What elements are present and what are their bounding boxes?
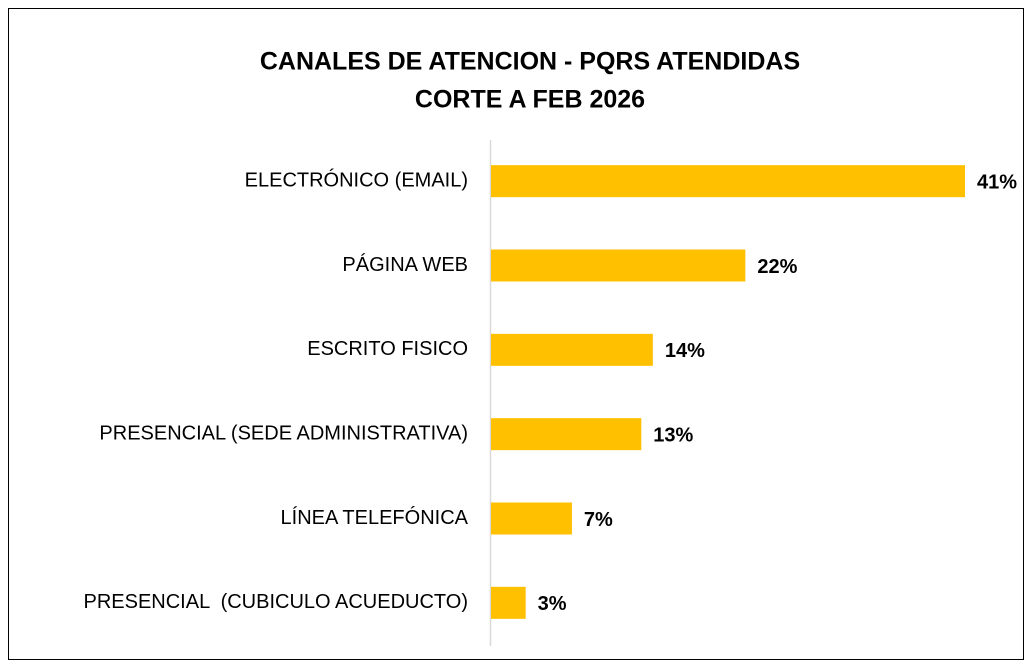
category-label: PRESENCIAL (SEDE ADMINISTRATIVA) <box>99 422 468 444</box>
chart-title: CANALES DE ATENCION - PQRS ATENDIDAS <box>260 48 800 76</box>
data-label: 3% <box>538 593 567 615</box>
category-label: PRESENCIAL (CUBICULO ACUEDUCTO) <box>83 591 468 613</box>
category-label: ESCRITO FISICO <box>307 338 468 360</box>
bar <box>491 418 642 451</box>
bar <box>491 249 746 282</box>
data-label: 7% <box>584 509 613 531</box>
chart-subtitle: CORTE A FEB 2026 <box>415 86 645 114</box>
category-label: LÍNEA TELEFÓNICA <box>281 506 469 529</box>
category-label: PÁGINA WEB <box>342 253 468 276</box>
category-label: ELECTRÓNICO (EMAIL) <box>245 168 468 191</box>
bar <box>491 333 653 366</box>
bar <box>491 165 965 198</box>
data-label: 14% <box>665 340 705 362</box>
bar <box>491 502 572 535</box>
data-label: 13% <box>653 424 693 446</box>
bar <box>491 586 526 619</box>
data-label: 41% <box>977 171 1017 193</box>
data-label: 22% <box>757 256 797 278</box>
